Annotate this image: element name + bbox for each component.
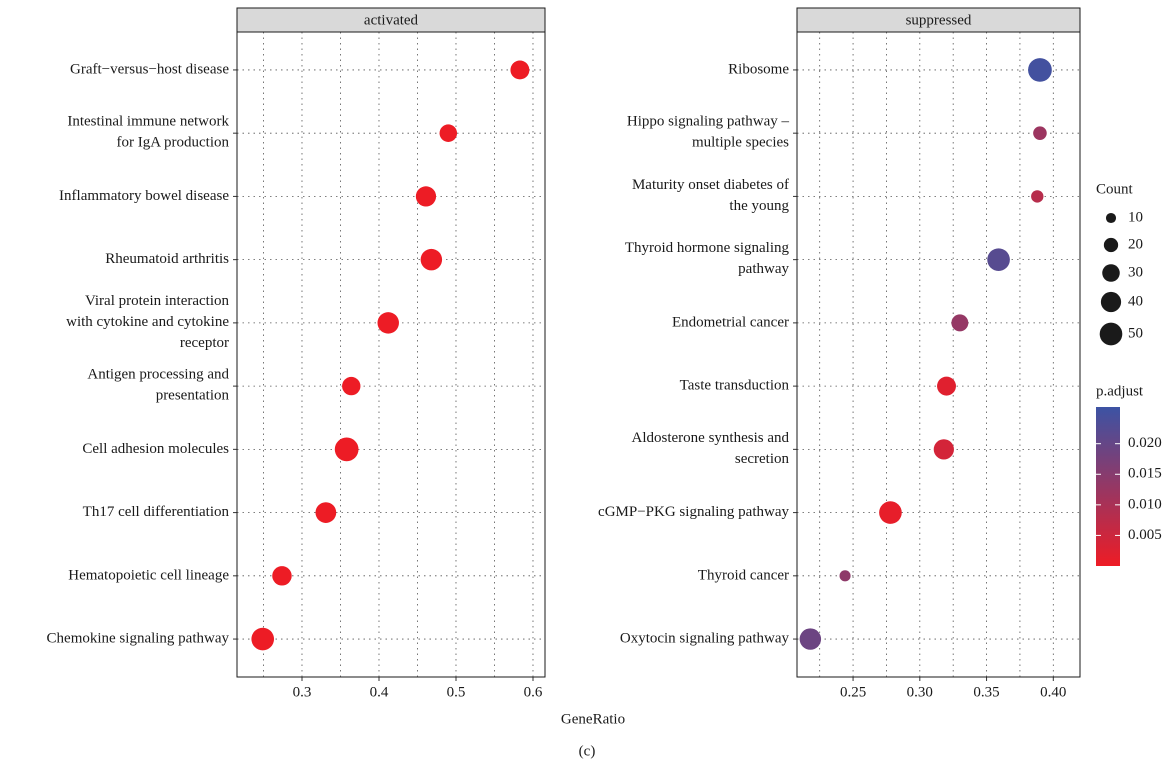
y-tick-label: Thyroid cancer — [698, 567, 789, 583]
legend-title: p.adjust — [1096, 383, 1144, 399]
dot — [315, 502, 337, 523]
legend-label: 20 — [1128, 236, 1143, 252]
y-tick-label: Hematopoietic cell lineage — [68, 567, 229, 583]
y-tick-label: Taste transduction — [680, 378, 790, 394]
legend-dot — [1105, 212, 1117, 224]
y-tick-label: cGMP−PKG signaling pathway — [598, 504, 789, 520]
dot — [839, 570, 851, 582]
legend-dot — [1099, 322, 1123, 346]
dot — [1033, 126, 1047, 140]
legend-label: 30 — [1128, 264, 1143, 280]
panel-border — [236, 31, 546, 678]
caption: (c) — [579, 743, 596, 759]
y-tick-label: Chemokine signaling pathway — [47, 630, 230, 646]
colorbar-label: 0.015 — [1128, 466, 1162, 482]
dot — [272, 566, 292, 586]
y-tick-label: Graft−versus−host disease — [70, 61, 229, 77]
y-tick-label: Ribosome — [728, 61, 789, 77]
dot — [937, 376, 956, 396]
dot — [799, 628, 822, 650]
colorbar-label: 0.020 — [1128, 435, 1162, 451]
colorbar — [1096, 407, 1120, 566]
dot — [879, 501, 902, 524]
dot — [342, 376, 361, 396]
y-tick-label: Viral protein interaction with cytokine a… — [66, 293, 229, 351]
dot — [415, 186, 437, 207]
legend-title: Count — [1096, 181, 1134, 197]
dot — [420, 248, 443, 271]
x-tick-label: 0.30 — [907, 684, 933, 700]
x-axis-label: GeneRatio — [561, 711, 625, 727]
y-tick-label: Maturity onset diabetes of the young — [632, 177, 790, 214]
x-tick-label: 0.4 — [370, 684, 389, 700]
dot — [933, 439, 954, 460]
dot — [251, 627, 275, 651]
dot — [510, 60, 530, 80]
y-tick-label: Aldosterone synthesis and secretion — [632, 430, 790, 467]
dot — [439, 124, 458, 142]
dot — [987, 248, 1010, 271]
y-tick-label: Hippo signaling pathway – multiple specie… — [627, 114, 790, 151]
legend-dot — [1103, 237, 1119, 253]
dot — [1031, 190, 1044, 203]
x-tick-label: 0.5 — [447, 684, 466, 700]
legend-dot — [1102, 264, 1120, 282]
dot — [377, 312, 399, 334]
dot — [334, 437, 359, 462]
x-tick-label: 0.6 — [524, 684, 543, 700]
strip-label: suppressed — [906, 12, 972, 28]
legend-label: 50 — [1128, 325, 1143, 341]
strip — [236, 7, 546, 33]
strip-label: activated — [364, 12, 419, 28]
dot — [1028, 58, 1052, 82]
dot — [951, 314, 969, 332]
x-tick-label: 0.40 — [1040, 684, 1066, 700]
y-tick-label: Thyroid hormone signaling pathway — [625, 241, 790, 278]
panel — [797, 32, 1080, 677]
x-tick-label: 0.3 — [293, 684, 312, 700]
colorbar-label: 0.005 — [1128, 527, 1162, 543]
legend-label: 10 — [1128, 209, 1143, 225]
y-tick-label: Rheumatoid arthritis — [105, 251, 229, 267]
y-tick-label: Intestinal immune network for IgA product… — [67, 114, 229, 151]
y-tick-label: Oxytocin signaling pathway — [620, 630, 790, 646]
legend-dot — [1100, 291, 1122, 313]
y-tick-label: Th17 cell differentiation — [83, 504, 230, 520]
legend-label: 40 — [1128, 293, 1143, 309]
panel-border — [796, 31, 1081, 678]
y-tick-label: Cell adhesion molecules — [82, 441, 229, 457]
y-tick-label: Endometrial cancer — [672, 314, 789, 330]
x-tick-label: 0.35 — [973, 684, 999, 700]
y-tick-label: Inflammatory bowel disease — [59, 188, 229, 204]
x-tick-label: 0.25 — [840, 684, 866, 700]
colorbar-label: 0.010 — [1128, 496, 1162, 512]
y-tick-label: Antigen processing and presentation — [87, 367, 229, 404]
